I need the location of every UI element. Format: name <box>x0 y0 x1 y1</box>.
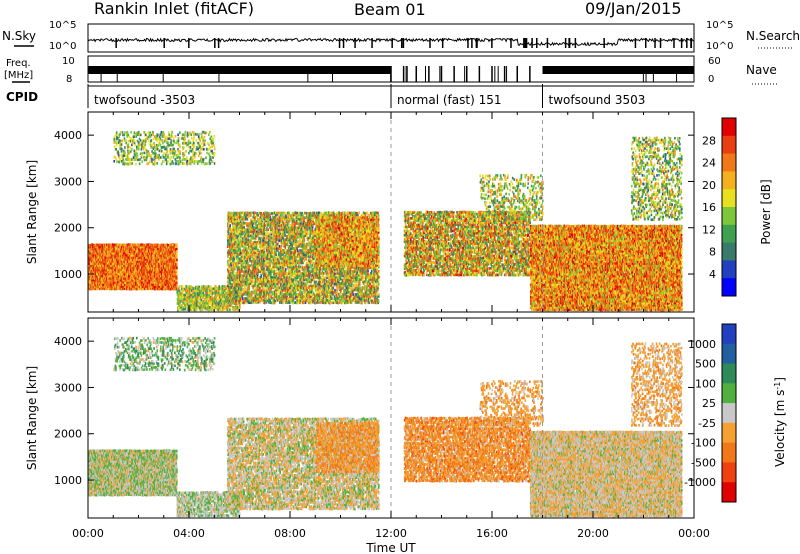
beam-title: Beam 01 <box>354 0 426 19</box>
freq-label-1: Freq. <box>6 58 31 69</box>
cpid-segment-label: twofsound 3503 <box>549 93 646 107</box>
station-title: Rankin Inlet (fitACF) <box>94 0 254 18</box>
freq-label-2: [MHz] <box>4 70 33 81</box>
cpid-label: CPID <box>6 90 38 104</box>
nsky-tick-bottom: 10^0 <box>49 41 76 52</box>
radar-summary-plot: Rankin Inlet (fitACF) Beam 01 09/Jan/201… <box>0 0 800 554</box>
cpid-row: CPID twofsound -3503 normal (fast) 151 two… <box>6 84 694 108</box>
freq-block <box>88 66 391 74</box>
nsearch-tick-bottom: 10^0 <box>706 41 733 52</box>
nsky-panel-frame <box>88 24 694 52</box>
nsearch-label: N.Search <box>746 29 800 43</box>
freq-tick-top: 10 <box>62 56 75 67</box>
date-title: 09/Jan/2015 <box>585 0 682 18</box>
cpid-segment-label: twofsound -3503 <box>94 93 195 107</box>
nave-tick-bottom: 0 <box>708 74 714 85</box>
nsky-panel: N.Sky 10^5 10^0 10^5 10^0 N.Search <box>2 20 800 52</box>
cpid-segment-label: normal (fast) 151 <box>397 93 501 107</box>
nsearch-tick-top: 10^5 <box>706 20 733 31</box>
freq-tick-bottom: 8 <box>66 74 72 85</box>
nsky-tick-top: 10^5 <box>49 20 76 31</box>
power-scatter <box>88 131 683 312</box>
nsky-line <box>88 39 694 46</box>
nsky-trace <box>88 38 694 48</box>
cpid-segments: twofsound -3503 normal (fast) 151 twofsoun… <box>88 84 694 108</box>
freq-panel: Freq. [MHz] 10 8 60 0 Nave <box>4 56 778 85</box>
nave-tick-top: 60 <box>708 56 721 67</box>
nave-label: Nave <box>746 63 777 77</box>
freq-block <box>543 66 695 74</box>
nsky-label: N.Sky <box>2 29 36 43</box>
freq-trace <box>88 66 694 82</box>
